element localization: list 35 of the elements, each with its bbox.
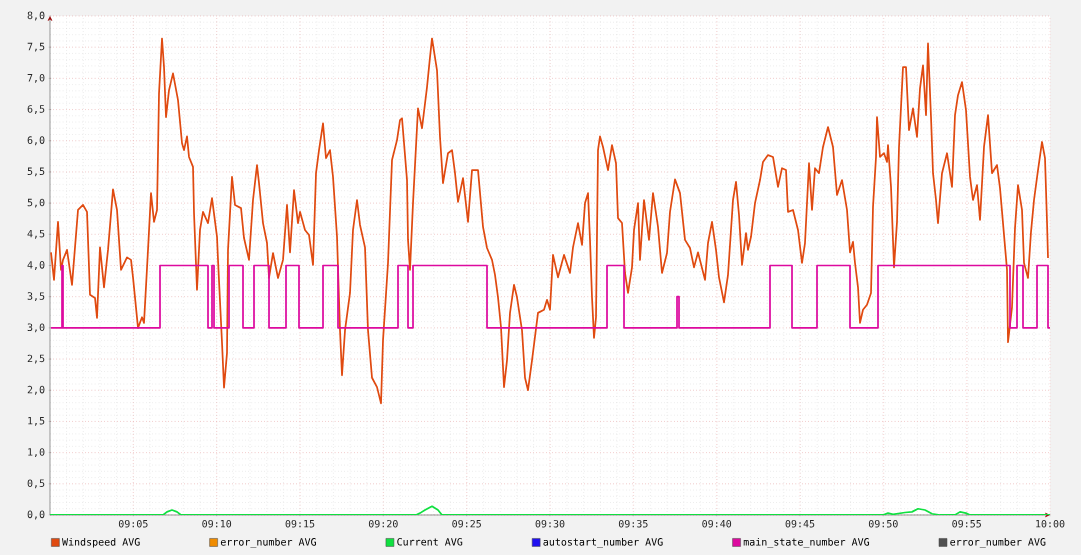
x-tick-label: 09:50 — [868, 519, 898, 528]
x-tick-label: 09:45 — [785, 519, 815, 528]
y-tick-label: 2,0 — [27, 385, 45, 395]
y-tick-label: 0,5 — [27, 479, 45, 489]
legend-label: Current AVG — [397, 538, 463, 546]
y-tick-label: 6,0 — [27, 136, 45, 146]
x-tick-label: 09:05 — [118, 519, 148, 528]
legend-label: main_state_number AVG — [743, 537, 870, 548]
y-tick-label: 4,0 — [27, 261, 45, 270]
x-tick-label: 09:55 — [952, 519, 981, 528]
legend-label: autostart_number AVG — [543, 537, 663, 548]
legend-label: error_number AVG — [950, 537, 1046, 548]
x-tick-label: 09:15 — [285, 519, 315, 528]
x-tick-label: 10:00 — [1036, 519, 1065, 528]
y-tick-label: 8,0 — [27, 11, 45, 21]
y-tick-label: 6,5 — [27, 105, 45, 114]
y-tick-label: 3,5 — [27, 292, 45, 302]
x-tick-label: 09:35 — [618, 519, 648, 528]
x-tick-label: 09:40 — [702, 519, 732, 528]
y-tick-label: 5,5 — [27, 167, 45, 177]
y-tick-label: 1,5 — [28, 417, 45, 426]
y-tick-label: 2,5 — [27, 354, 45, 364]
legend-label: Windspeed AVG — [62, 537, 140, 548]
y-tick-label: 5,0 — [27, 198, 45, 208]
x-tick-label: 09:20 — [368, 519, 398, 528]
y-tick-label: 4,5 — [27, 229, 45, 239]
y-tick-label: 3,0 — [27, 323, 45, 333]
y-tick-label: 7,5 — [27, 42, 45, 52]
y-tick-label: 7,0 — [27, 73, 45, 83]
y-tick-label: 1,0 — [28, 448, 45, 458]
x-tick-label: 09:10 — [202, 519, 232, 528]
legend-label: error_number AVG — [220, 537, 316, 548]
x-tick-label: 09:25 — [452, 519, 481, 528]
x-tick-label: 09:30 — [535, 519, 565, 528]
y-tick-label: 0,0 — [27, 510, 45, 520]
